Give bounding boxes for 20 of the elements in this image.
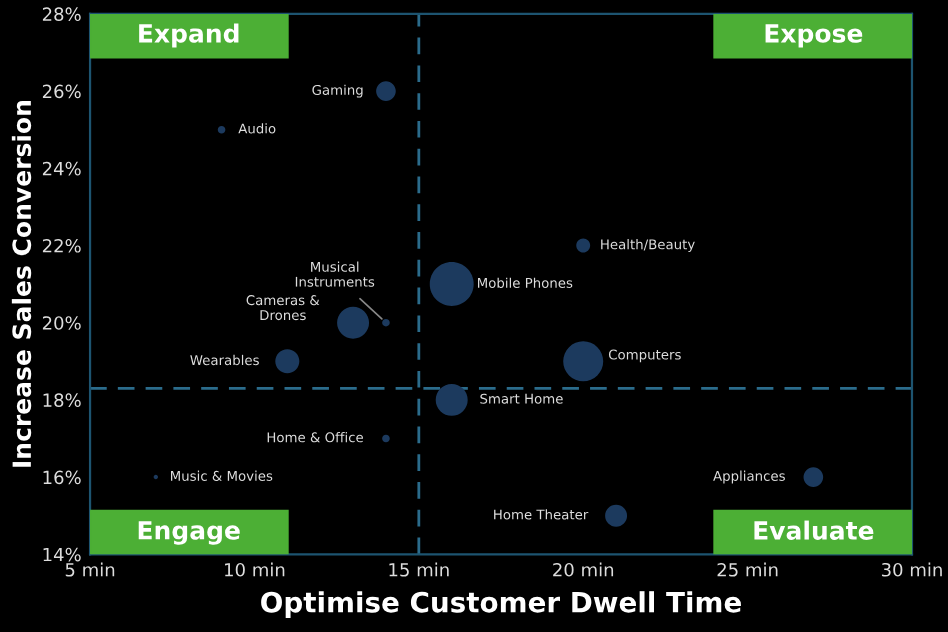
- y-tick-label: 22%: [42, 238, 81, 253]
- x-tick-label: 5 min: [65, 562, 115, 577]
- y-tick-label: 18%: [43, 393, 81, 407]
- x-tick-label: 20 min: [553, 562, 614, 577]
- annotation: Engage: [138, 521, 240, 545]
- y-tick-label: 24%: [42, 161, 81, 176]
- annotation: Expose: [765, 24, 863, 48]
- y-axis-title: Increase Sales Conversion: [11, 101, 32, 467]
- y-tick-label: 14%: [43, 547, 81, 562]
- annotation: Evaluate: [754, 520, 874, 540]
- x-axis-title: Optimise Customer Dwell Time: [261, 591, 741, 619]
- y-tick-label: 26%: [42, 84, 81, 99]
- y-tick-label: 20%: [42, 316, 81, 330]
- x-tick-label: 25 min: [717, 562, 778, 577]
- x-tick-label: 10 min: [225, 562, 285, 577]
- x-tick-label: 15 min: [389, 562, 449, 577]
- annotation: Expand: [139, 23, 239, 48]
- y-tick-label: 28%: [42, 7, 81, 22]
- x-tick-label: 30 min: [881, 562, 942, 577]
- y-tick-label: 16%: [43, 470, 81, 485]
